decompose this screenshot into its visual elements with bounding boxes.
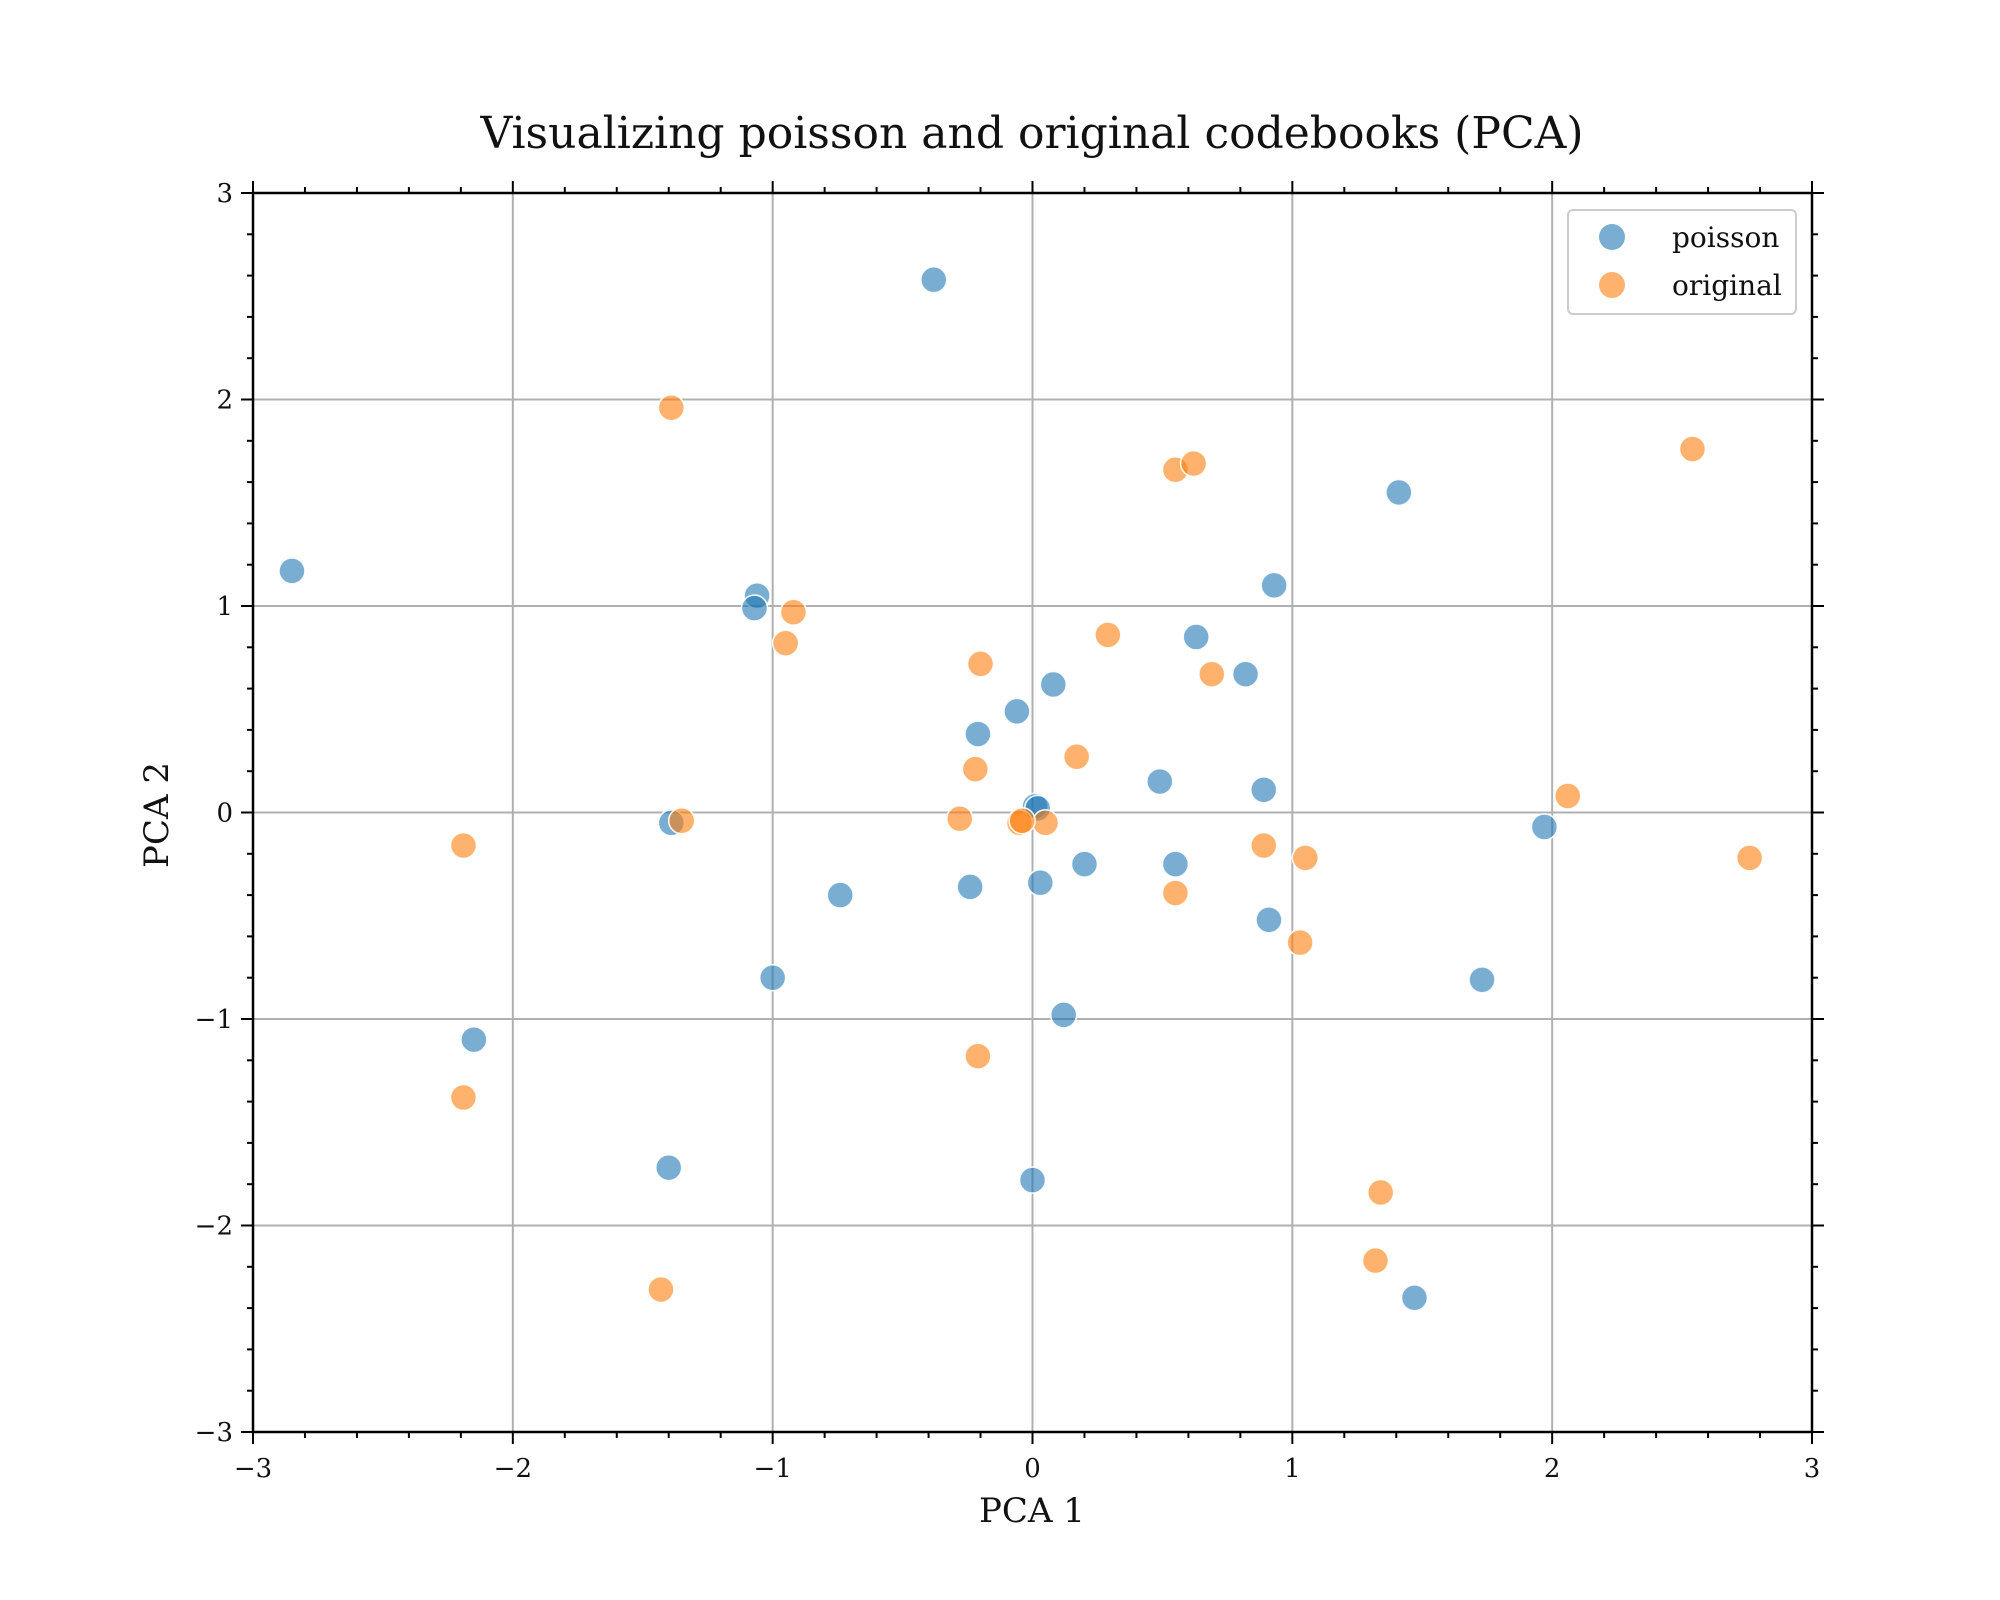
point-original bbox=[1031, 809, 1060, 837]
legend-label-poisson: poisson bbox=[1672, 221, 1779, 254]
point-poisson bbox=[1260, 571, 1288, 600]
point-original bbox=[964, 1042, 992, 1070]
point-poisson bbox=[278, 557, 306, 585]
point-original bbox=[1361, 1246, 1390, 1275]
x-tick-label: −3 bbox=[234, 1454, 272, 1484]
x-axis-label: PCA 1 bbox=[979, 1491, 1085, 1531]
point-poisson bbox=[1070, 850, 1099, 878]
chart-title: Visualizing poisson and original codeboo… bbox=[479, 108, 1583, 159]
point-original bbox=[779, 598, 808, 626]
point-original bbox=[945, 804, 974, 833]
point-original bbox=[657, 393, 686, 422]
point-original bbox=[1553, 782, 1582, 810]
point-original bbox=[1366, 1178, 1395, 1207]
point-poisson bbox=[1003, 697, 1031, 726]
point-original bbox=[1249, 831, 1278, 860]
point-poisson bbox=[460, 1025, 488, 1054]
point-poisson bbox=[1161, 850, 1190, 878]
point-poisson bbox=[758, 963, 787, 992]
legend-marker-original bbox=[1599, 272, 1625, 298]
point-poisson bbox=[1385, 478, 1413, 507]
point-poisson bbox=[1026, 868, 1055, 897]
legend: poisson original bbox=[1567, 209, 1797, 315]
point-poisson bbox=[964, 720, 992, 748]
point-poisson bbox=[919, 265, 948, 294]
x-tick-label: −2 bbox=[494, 1454, 532, 1484]
x-tick-label: 1 bbox=[1284, 1454, 1301, 1484]
point-poisson bbox=[1146, 767, 1174, 796]
y-tick-label: −2 bbox=[195, 1212, 233, 1242]
point-original bbox=[1062, 742, 1091, 771]
point-original bbox=[1008, 806, 1036, 835]
point-poisson bbox=[740, 594, 769, 622]
legend-box bbox=[1567, 209, 1797, 315]
point-poisson bbox=[1530, 813, 1559, 841]
point-original bbox=[449, 1083, 478, 1112]
point-poisson bbox=[1018, 1166, 1047, 1194]
point-original bbox=[1197, 660, 1226, 688]
legend-marker-poisson bbox=[1599, 224, 1625, 250]
point-original bbox=[1179, 449, 1208, 478]
point-poisson bbox=[1182, 623, 1210, 651]
tick-labels: −3 −2 −1 0 1 2 3 −3 −2 −1 0 1 2 3 bbox=[195, 179, 1821, 1484]
point-original bbox=[1291, 844, 1320, 872]
y-axis-label: PCA 2 bbox=[137, 762, 177, 868]
y-tick-label: 3 bbox=[216, 179, 233, 209]
point-poisson bbox=[654, 1153, 683, 1182]
point-poisson bbox=[1231, 660, 1260, 688]
point-original bbox=[1161, 879, 1190, 907]
x-tick-label: 2 bbox=[1544, 1454, 1561, 1484]
y-tick-label: 1 bbox=[216, 592, 233, 622]
point-original bbox=[1678, 435, 1707, 463]
y-tick-label: 0 bbox=[216, 799, 233, 829]
point-original bbox=[667, 806, 696, 835]
point-original bbox=[1735, 844, 1764, 872]
point-original bbox=[961, 755, 990, 783]
point-original bbox=[1094, 621, 1122, 649]
point-poisson bbox=[1255, 906, 1283, 934]
x-tick-label: −1 bbox=[754, 1454, 792, 1484]
x-tick-label: 0 bbox=[1024, 1454, 1041, 1484]
point-original bbox=[771, 629, 800, 657]
point-poisson bbox=[1249, 775, 1278, 804]
data-points bbox=[278, 265, 1764, 1312]
y-tick-label: −3 bbox=[195, 1418, 233, 1448]
axis-ticks bbox=[241, 181, 1824, 1444]
point-poisson bbox=[1039, 670, 1068, 699]
point-original bbox=[449, 831, 478, 860]
x-tick-label: 3 bbox=[1804, 1454, 1821, 1484]
legend-label-original: original bbox=[1672, 269, 1782, 302]
y-tick-label: 2 bbox=[216, 386, 233, 416]
point-poisson bbox=[956, 873, 984, 901]
y-tick-label: −1 bbox=[195, 1005, 233, 1035]
point-original bbox=[1286, 928, 1314, 957]
point-original bbox=[966, 650, 995, 678]
point-poisson bbox=[1049, 1001, 1078, 1029]
point-poisson bbox=[1400, 1283, 1429, 1312]
point-original bbox=[647, 1275, 675, 1304]
point-poisson bbox=[1468, 965, 1496, 994]
point-poisson bbox=[826, 881, 855, 909]
